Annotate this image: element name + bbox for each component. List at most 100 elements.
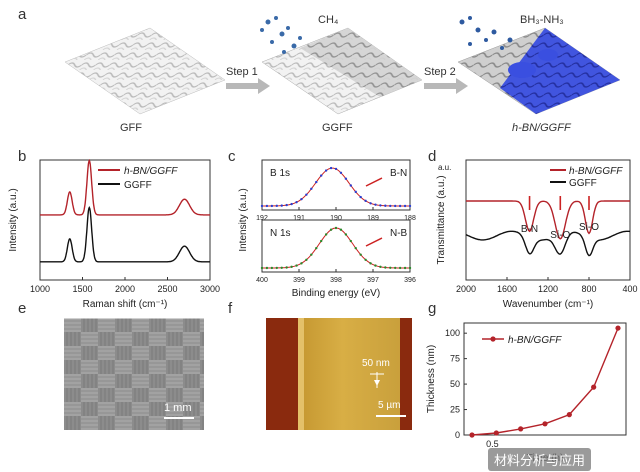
xps-point-0 <box>305 193 308 196</box>
xps-point-1 <box>359 253 362 256</box>
raman-x-label: Raman shift (cm⁻¹) <box>83 299 168 310</box>
xps-point-0 <box>339 171 343 174</box>
xps-annotation-1: N-B <box>390 228 408 239</box>
xps-point-0 <box>310 187 313 191</box>
xps-point-0 <box>265 204 269 208</box>
bh3nh3-label: BH₃-NH₃ <box>520 14 564 26</box>
xps-point-1 <box>344 233 348 236</box>
ftir-x-tick-label: 1200 <box>538 284 558 294</box>
xps-x-tick-label-1: 400 <box>256 277 268 284</box>
xps-point-1 <box>394 266 397 270</box>
xps-point-1 <box>305 258 308 261</box>
xps-point-0 <box>403 204 407 208</box>
sem-scale-label: 1 mm <box>164 402 192 414</box>
ggff-caption: GGFF <box>322 122 353 134</box>
thickness-y-label: Thickness (nm) <box>426 345 437 413</box>
afm-scale-label: 5 µm <box>378 400 401 411</box>
xps-point-0 <box>290 202 293 206</box>
xps-point-0 <box>344 177 348 180</box>
panel-b-chart: 1000 1500 2000 2500 3000 Raman shift (cm⁻¹) In… <box>8 158 220 310</box>
xps-title-1: N 1s <box>270 228 291 239</box>
panel-a-label: a <box>18 6 27 23</box>
xps-point-1 <box>260 266 264 270</box>
ftir-x-tick-label: 2000 <box>456 284 476 294</box>
raman-x-tick-label: 3000 <box>200 284 220 294</box>
panel-a-illustration <box>64 16 621 115</box>
raman-series-0 <box>40 158 210 216</box>
xps-x-tick-label-1: 399 <box>293 277 305 284</box>
xps-point-0 <box>329 166 333 170</box>
thickness-y-tick-label: 0 <box>455 430 460 440</box>
xps-point-0 <box>275 204 278 208</box>
xps-point-1 <box>349 239 352 243</box>
panel-d-label: d <box>428 148 437 165</box>
afm-image: 50 nm 5 µm <box>266 318 412 430</box>
xps-point-0 <box>389 204 392 208</box>
xps-point-0 <box>364 199 367 203</box>
thickness-point <box>542 421 548 427</box>
ftir-y-label: Transmittance (a.u.) <box>436 175 447 264</box>
step2-arrow <box>424 78 468 94</box>
xps-x-tick-label-1: 398 <box>330 277 342 284</box>
thickness-point <box>566 412 572 418</box>
ftir-legend-label-1: GGFF <box>569 178 597 189</box>
xps-x-tick-label-0: 190 <box>330 215 342 222</box>
xps-point-1 <box>275 266 278 270</box>
xps-point-1 <box>285 266 288 269</box>
step1-label: Step 1 <box>226 66 258 78</box>
xps-point-0 <box>408 204 412 208</box>
xps-point-0 <box>285 203 288 207</box>
thickness-point <box>469 432 475 438</box>
gff-caption: GFF <box>120 122 142 134</box>
xps-point-0 <box>394 204 397 208</box>
xps-point-0 <box>315 180 318 184</box>
xps-point-0 <box>295 201 298 204</box>
xps-point-0 <box>379 204 382 207</box>
thickness-point <box>518 426 524 432</box>
watermark: 材料分析与应用 <box>488 448 592 471</box>
ftir-frame <box>465 159 631 281</box>
thickness-y-tick-label: 100 <box>445 328 460 338</box>
ftir-x-tick-label: 1600 <box>497 284 517 294</box>
xps-point-0 <box>374 203 377 206</box>
xps-point-1 <box>300 262 303 265</box>
ftir-legend-label-0: h-BN/GGFF <box>569 166 623 177</box>
xps-point-1 <box>290 265 293 269</box>
thickness-y-tick-label: 75 <box>450 354 460 364</box>
ch4-molecules <box>260 16 302 54</box>
gff-sheet <box>64 27 226 115</box>
bh3nh3-molecules <box>459 16 513 50</box>
xps-x-label: Binding energy (eV) <box>292 288 380 299</box>
ftir-series-1 <box>465 230 631 257</box>
thickness-point <box>615 325 621 331</box>
ftir-annotation-1: Si-O <box>550 230 570 241</box>
xps-x-tick-label-0: 188 <box>404 215 416 222</box>
thickness-legend-marker <box>490 336 496 342</box>
thickness-y-tick-label: 50 <box>450 379 460 389</box>
xps-point-1 <box>280 266 283 270</box>
xps-y-label: Intensity (a.u.) <box>238 188 249 251</box>
raman-x-tick-label: 1500 <box>72 284 92 294</box>
xps-point-0 <box>324 169 328 172</box>
xps-point-1 <box>374 264 377 267</box>
ftir-x-tick-label: 400 <box>622 284 637 294</box>
raman-x-tick-label: 1000 <box>30 284 50 294</box>
sem-image: 1 mm <box>64 318 204 430</box>
xps-point-1 <box>379 265 382 269</box>
xps-point-1 <box>389 266 392 270</box>
ftir-x-label: Wavenumber (cm⁻¹) <box>503 299 593 310</box>
panel-f-label: f <box>228 300 233 317</box>
raman-legend-label-1: GGFF <box>124 180 152 191</box>
xps-annotation-arrow-1 <box>365 237 383 247</box>
xps-point-0 <box>270 204 274 208</box>
xps-x-tick-label-0: 189 <box>367 215 379 222</box>
xps-point-0 <box>369 202 372 205</box>
xps-point-1 <box>265 266 269 270</box>
thickness-x-tick-label: 0.5 <box>486 439 499 449</box>
xps-x-tick-label-0: 192 <box>256 215 268 222</box>
xps-point-0 <box>260 204 264 208</box>
afm-height-label: 50 nm <box>362 358 390 369</box>
panel-b-label: b <box>18 148 27 165</box>
panel-d-chart: 2000 1600 1200 800 400 Wavenumber (cm⁻¹) Trans… <box>436 159 638 310</box>
